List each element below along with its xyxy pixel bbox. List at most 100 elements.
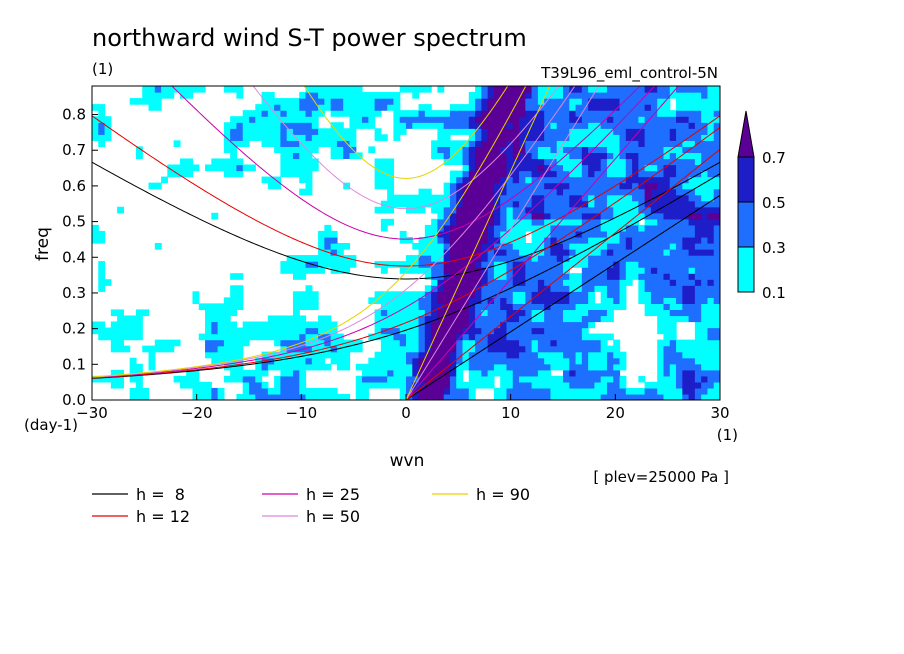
- heatmap-cell: [688, 315, 696, 323]
- heatmap-cell: [487, 381, 495, 389]
- heatmap-cell: [142, 393, 150, 400]
- heatmap-cell: [638, 98, 646, 105]
- heatmap-cell: [230, 86, 238, 93]
- heatmap-cell: [449, 375, 457, 383]
- heatmap-cell: [318, 140, 325, 147]
- heatmap-cell: [481, 158, 489, 166]
- heatmap-cell: [274, 110, 281, 117]
- heatmap-cell: [299, 327, 307, 335]
- heatmap-cell: [336, 351, 344, 359]
- heatmap-cell: [500, 327, 508, 335]
- heatmap-cell: [632, 98, 639, 105]
- heatmap-cell: [431, 230, 438, 238]
- heatmap-cell: [205, 333, 212, 341]
- heatmap-cell: [393, 339, 401, 347]
- heatmap-cell: [355, 104, 363, 111]
- heatmap-cell: [236, 158, 244, 166]
- heatmap-cell: [663, 206, 671, 214]
- heatmap-cell: [537, 86, 545, 93]
- heatmap-cell: [424, 297, 432, 304]
- heatmap-cell: [349, 128, 357, 135]
- heatmap-cell: [694, 255, 702, 262]
- heatmap-cell: [255, 393, 263, 400]
- y-tick-label: 0.3: [62, 284, 86, 302]
- heatmap-cell: [575, 224, 583, 232]
- heatmap-cell: [424, 236, 432, 244]
- heatmap-cell: [657, 303, 665, 311]
- heatmap-cell: [406, 321, 413, 329]
- heatmap-cell: [556, 333, 564, 341]
- heatmap-cell: [544, 309, 552, 317]
- heatmap-cell: [399, 309, 407, 317]
- heatmap-cell: [274, 176, 281, 184]
- heatmap-cell: [380, 297, 388, 304]
- heatmap-cell: [713, 243, 720, 250]
- heatmap-cell: [324, 363, 332, 371]
- heatmap-cell: [569, 249, 577, 256]
- heatmap-cell: [374, 182, 382, 190]
- heatmap-cell: [324, 315, 332, 323]
- heatmap-cell: [493, 140, 501, 147]
- heatmap-cell: [537, 381, 545, 389]
- heatmap-cell: [380, 375, 388, 383]
- heatmap-cell: [694, 267, 702, 274]
- heatmap-cell: [387, 351, 395, 359]
- heatmap-cell: [443, 230, 451, 238]
- heatmap-cell: [205, 387, 212, 395]
- heatmap-cell: [179, 158, 187, 166]
- heatmap-cell: [688, 375, 696, 383]
- heatmap-cell: [374, 104, 382, 111]
- heatmap-cell: [267, 315, 275, 323]
- heatmap-cell: [713, 188, 720, 196]
- heatmap-cell: [443, 315, 451, 323]
- heatmap-cell: [129, 333, 137, 341]
- heatmap-cell: [393, 327, 401, 335]
- heatmap-cell: [242, 387, 250, 395]
- heatmap-cell: [255, 357, 263, 365]
- heatmap-cell: [563, 128, 570, 135]
- heatmap-cell: [135, 152, 143, 160]
- heatmap-cell: [682, 249, 690, 256]
- heatmap-cell: [305, 140, 313, 147]
- heatmap-cell: [355, 381, 363, 389]
- heatmap-cell: [406, 236, 413, 244]
- heatmap-cell: [267, 140, 275, 147]
- heatmap-cell: [619, 236, 627, 244]
- x-tick-label: 20: [606, 404, 625, 422]
- heatmap-cell: [650, 273, 658, 280]
- heatmap-cell: [694, 182, 702, 190]
- heatmap-cell: [117, 345, 124, 353]
- heatmap-cell: [657, 267, 665, 274]
- heatmap-cell: [594, 267, 602, 274]
- heatmap-cell: [305, 327, 313, 335]
- heatmap-cell: [713, 249, 720, 256]
- heatmap-cell: [230, 128, 238, 135]
- heatmap-cell: [493, 351, 501, 359]
- heatmap-cell: [506, 206, 514, 214]
- heatmap-cell: [707, 351, 715, 359]
- heatmap-cell: [613, 387, 621, 395]
- heatmap-cell: [217, 333, 225, 341]
- heatmap-cell: [556, 363, 564, 371]
- heatmap-cell: [556, 206, 564, 214]
- heatmap-cell: [650, 98, 658, 105]
- heatmap-cell: [368, 297, 376, 304]
- heatmap-cell: [475, 351, 482, 359]
- heatmap-cell: [406, 86, 413, 93]
- heatmap-cell: [399, 128, 407, 135]
- heatmap-cell: [506, 188, 514, 196]
- heatmap-cell: [525, 321, 533, 329]
- heatmap-cell: [186, 170, 194, 178]
- heatmap-cell: [556, 170, 564, 178]
- heatmap-cell: [694, 158, 702, 166]
- heatmap-cell: [544, 315, 552, 323]
- heatmap-cell: [311, 303, 319, 311]
- heatmap-cell: [537, 188, 545, 196]
- heatmap-cell: [619, 267, 627, 274]
- heatmap-cell: [493, 249, 501, 256]
- heatmap-cell: [468, 369, 476, 377]
- heatmap-cell: [299, 140, 307, 147]
- heatmap-cell: [694, 206, 702, 214]
- heatmap-cell: [500, 393, 508, 400]
- heatmap-cell: [431, 218, 438, 226]
